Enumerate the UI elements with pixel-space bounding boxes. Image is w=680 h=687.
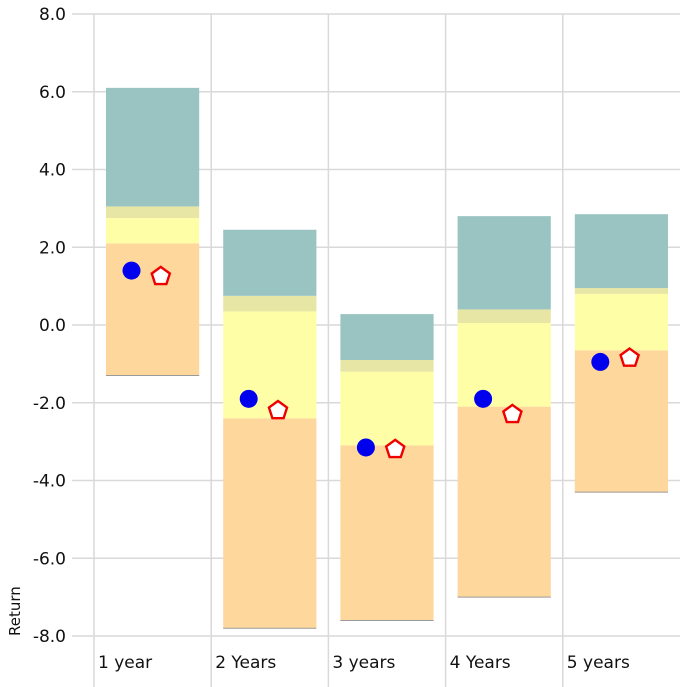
x-tick-label: 1 year	[98, 653, 152, 673]
y-tick-label: 2.0	[39, 238, 66, 258]
bar-segment	[457, 323, 551, 407]
bar-segment	[574, 350, 668, 493]
bar-segment	[106, 243, 200, 376]
y-tick-label: -2.0	[33, 394, 66, 414]
y-tick-labels: 8.0 6.0 4.0 2.0 0.0 -2.0 -4.0 -6.0 -8.0	[33, 5, 66, 647]
bar-segment	[340, 359, 434, 372]
x-tick-labels: 1 year 2 Years 3 years 4 Years 5 years	[98, 653, 630, 673]
bar-segment	[340, 445, 434, 621]
bar-segment	[223, 311, 317, 419]
x-tick-label: 4 Years	[450, 653, 511, 673]
y-tick-label: 8.0	[39, 5, 66, 25]
bar-segment	[223, 418, 317, 629]
bar-segment	[457, 309, 551, 324]
y-tick-label: -8.0	[33, 627, 66, 647]
marker-pentagon	[267, 399, 289, 420]
bar-segment	[340, 371, 434, 446]
x-tick-label: 3 years	[332, 653, 395, 673]
bar-segment	[574, 293, 668, 351]
bar-segment	[574, 214, 668, 289]
bar-segment	[340, 314, 434, 360]
y-tick-label: 0.0	[39, 316, 66, 336]
bars	[106, 87, 668, 629]
marker-circle	[122, 261, 141, 280]
marker-circle	[356, 438, 375, 457]
bar-segment	[457, 216, 551, 310]
y-tick-label: 6.0	[39, 83, 66, 103]
bar-segment	[223, 229, 317, 296]
marker-circle	[591, 352, 610, 371]
marker-pentagon	[619, 347, 641, 367]
y-tick-label: -6.0	[33, 549, 66, 569]
bar-segment	[574, 288, 668, 294]
bar-segment	[106, 87, 200, 207]
y-axis-title: Return	[6, 586, 24, 636]
x-tick-label: 5 years	[567, 653, 630, 673]
marker-pentagon	[150, 265, 172, 286]
y-tick-label: 4.0	[39, 161, 66, 181]
bar-segment	[106, 218, 200, 244]
markers	[122, 261, 641, 459]
x-tick-label: 2 Years	[215, 653, 276, 673]
bar-segment	[457, 406, 551, 598]
bar-segment	[106, 206, 200, 219]
y-tick-label: -4.0	[33, 472, 66, 492]
marker-circle	[239, 389, 258, 408]
marker-pentagon	[501, 403, 523, 424]
bar-segment	[223, 295, 317, 312]
marker-pentagon	[384, 438, 406, 459]
marker-circle	[474, 389, 493, 408]
